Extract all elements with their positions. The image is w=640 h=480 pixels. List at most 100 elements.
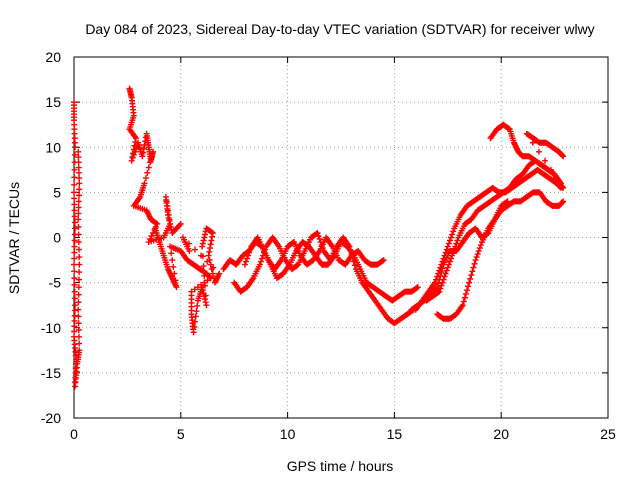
data-point [75,148,82,155]
data-point [75,159,82,166]
data-point [209,229,216,236]
data-point [204,277,211,284]
data-point [164,211,171,218]
data-point [560,184,567,191]
data-point [434,284,441,291]
data-point [192,313,199,320]
data-point [464,287,471,294]
data-point [170,263,177,270]
data-point [71,317,78,324]
data-point [131,148,138,155]
data-point [351,262,358,269]
data-point [450,228,457,235]
data-point [380,257,387,264]
data-point [431,279,438,286]
data-point [147,159,154,166]
data-point [245,252,252,259]
data-point [208,237,215,244]
series-evening-low [408,198,511,313]
data-point [559,199,566,206]
data-point [71,243,78,250]
data-point [206,245,213,252]
data-point [449,231,456,238]
data-point [75,276,82,283]
y-tick-label: -10 [41,320,61,336]
data-point [72,144,79,151]
data-point [445,240,452,247]
data-point [71,181,78,188]
series-evening-high [487,121,567,191]
data-point [465,283,472,290]
data-point [71,312,78,319]
data-point [446,237,453,244]
data-point [314,229,321,236]
data-point [142,175,149,182]
x-tick-label: 0 [70,426,78,442]
data-point [559,184,566,191]
data-marks [71,85,567,390]
data-point [473,254,480,261]
data-point [75,198,82,205]
y-tick-label: -5 [49,275,62,291]
data-point [71,275,78,282]
data-point [71,295,78,302]
data-point [76,261,83,268]
data-point [71,249,78,256]
data-point [439,265,446,272]
data-point [448,234,455,241]
data-point [472,257,479,264]
data-point [454,237,461,244]
data-point [75,231,82,238]
data-point [244,255,251,262]
data-point [71,189,77,196]
data-point [71,151,78,158]
data-point [72,225,79,232]
data-point [71,328,78,335]
axis-ticks: 0 5 10 15 20 25 -20 -15 -10 -5 0 5 10 15 20 [41,49,616,442]
data-point [192,318,199,325]
x-axis-label: GPS time / hours [287,458,394,474]
data-point [437,272,444,279]
y-axis-label: SDTVAR / TECUs [6,182,22,294]
data-point [75,154,82,161]
data-point [76,186,83,193]
data-point [185,240,192,247]
data-point [167,223,174,230]
x-tick-label: 20 [493,426,509,442]
series-early-cluster [126,85,184,246]
data-point [76,254,83,261]
data-point [71,281,78,288]
data-point [441,273,448,280]
data-point [75,164,82,171]
data-point [484,230,491,237]
data-point [560,153,567,160]
data-point [560,198,567,205]
data-point [414,284,421,291]
data-point [476,245,483,252]
data-point [200,263,207,270]
data-point [459,302,466,309]
data-point [169,257,176,264]
data-point [199,287,206,294]
data-point [177,220,184,227]
data-point [71,255,78,262]
data-point [210,264,217,271]
data-point [148,232,155,239]
data-point [199,240,206,247]
data-point [76,340,83,347]
data-point [129,154,136,161]
data-point [471,260,478,267]
data-point [315,232,322,239]
data-point [75,239,82,246]
data-point [71,166,78,173]
data-point [205,252,212,259]
data-point [438,282,445,289]
data-point [247,246,254,253]
data-point [475,248,482,255]
data-point [444,243,451,250]
data-point [201,272,208,279]
data-point [76,347,83,354]
data-point [445,261,452,268]
data-point [192,246,199,253]
